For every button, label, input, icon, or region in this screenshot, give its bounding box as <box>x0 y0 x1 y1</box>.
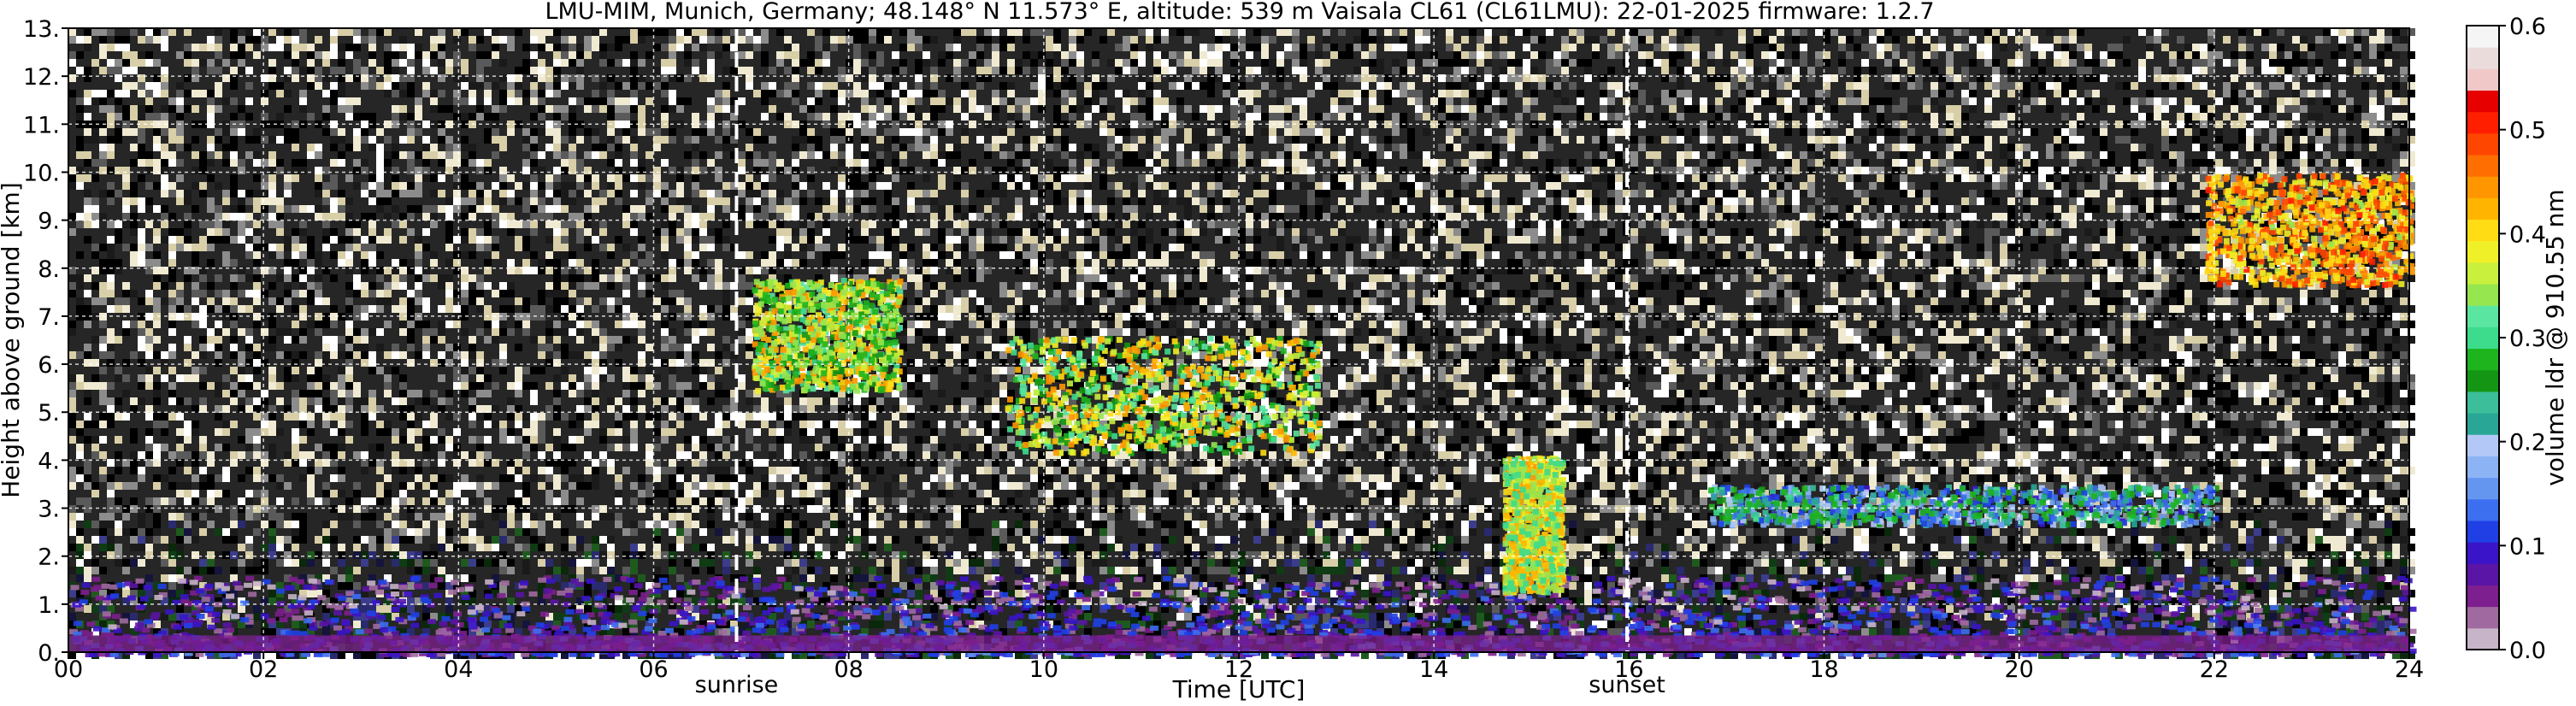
colorbar-band <box>2467 305 2499 327</box>
colorbar-tick-label: 0.4 <box>2509 221 2546 248</box>
colorbar-band <box>2467 262 2499 285</box>
feature-morning-cirrus <box>752 278 904 394</box>
colorbar-band <box>2467 111 2499 134</box>
colorbar-band <box>2467 348 2499 371</box>
colorbar-band <box>2467 391 2499 414</box>
colorbar-band <box>2467 132 2499 156</box>
feature-fall-streak <box>1502 455 1567 596</box>
y-tick-label: 13. <box>23 16 60 43</box>
colorbar-band <box>2467 26 2499 48</box>
y-axis-label: Height above ground [km] <box>0 182 25 498</box>
x-axis: 00 02 04 06 08 10 12 14 16 18 20 22 24 <box>54 652 2424 683</box>
colorbar-tick-label: 0.2 <box>2509 430 2546 456</box>
feature-layer <box>68 172 2417 657</box>
y-axis: 0. 1. 2. 3. 4. 5. 6. 7. 8. 9. 10. 11. 12. 13. <box>23 16 68 667</box>
x-tick-label: 02 <box>249 656 278 683</box>
colorbar-band <box>2467 585 2499 608</box>
colorbar-tick-label: 0.3 <box>2509 326 2546 352</box>
feature-night-cirrus <box>2204 172 2415 289</box>
colorbar-tick-label: 0.1 <box>2509 533 2546 560</box>
y-tick-label: 8. <box>38 256 60 283</box>
chart-title: LMU-MIM, Munich, Germany; 48.148° N 11.5… <box>545 0 1934 25</box>
colorbar-band <box>2467 606 2499 629</box>
y-tick-label: 9. <box>38 209 60 235</box>
x-tick-label: 04 <box>444 656 473 683</box>
x-tick-label: 20 <box>2004 656 2033 683</box>
y-tick-label: 0. <box>38 640 60 667</box>
colorbar-band <box>2467 369 2499 392</box>
colorbar: 0.0 0.1 0.2 0.3 0.4 0.5 0.6 volume ldr @ 910.5… <box>2466 14 2569 664</box>
colorbar-band <box>2467 327 2499 350</box>
marker-sunrise-label: sunrise <box>695 672 779 698</box>
colorbar-band <box>2467 434 2499 456</box>
x-tick-label: 06 <box>639 656 668 683</box>
colorbar-tick-label: 0.0 <box>2509 638 2546 664</box>
y-tick-label: 1. <box>38 592 60 619</box>
x-tick-label: 10 <box>1029 656 1058 683</box>
colorbar-bands <box>2467 26 2499 650</box>
colorbar-band <box>2467 47 2499 69</box>
colorbar-band <box>2467 456 2499 479</box>
colorbar-ticks: 0.0 0.1 0.2 0.3 0.4 0.5 0.6 <box>2499 14 2546 664</box>
y-tick-label: 2. <box>38 544 60 571</box>
feature-evening-layer <box>1707 484 2220 529</box>
colorbar-tick-label: 0.5 <box>2509 118 2546 144</box>
colorbar-band <box>2467 563 2499 585</box>
x-tick-label: 08 <box>834 656 863 683</box>
colorbar-band <box>2467 477 2499 500</box>
plot-area: sunrise sunset <box>68 27 2417 698</box>
colorbar-label: volume ldr @ 910.55 nm <box>2541 189 2569 485</box>
colorbar-band <box>2467 240 2499 263</box>
y-tick-label: 5. <box>38 400 60 427</box>
x-axis-label: Time [UTC] <box>1172 675 1306 703</box>
marker-layer: sunrise sunset <box>695 28 1665 698</box>
colorbar-band <box>2467 68 2499 91</box>
x-tick-label: 16 <box>1614 656 1643 683</box>
colorbar-band <box>2467 176 2499 198</box>
y-tick-label: 7. <box>38 304 60 331</box>
colorbar-band <box>2467 197 2499 221</box>
colorbar-band <box>2467 542 2499 564</box>
y-tick-label: 11. <box>23 112 60 138</box>
x-tick-label: 24 <box>2395 656 2424 683</box>
colorbar-band <box>2467 155 2499 177</box>
colorbar-band <box>2467 90 2499 113</box>
y-tick-label: 3. <box>38 497 60 523</box>
colorbar-band <box>2467 219 2499 242</box>
y-tick-label: 12. <box>23 64 60 91</box>
x-tick-label: 18 <box>1809 656 1838 683</box>
x-tick-label: 22 <box>2200 656 2229 683</box>
grid-layer <box>68 28 2409 652</box>
x-tick-label: 00 <box>54 656 83 683</box>
colorbar-band <box>2467 284 2499 306</box>
colorbar-band <box>2467 498 2499 521</box>
y-tick-label: 6. <box>38 352 60 379</box>
y-tick-label: 10. <box>23 160 60 186</box>
colorbar-tick-label: 0.6 <box>2509 14 2546 40</box>
y-tick-label: 4. <box>38 448 60 474</box>
colorbar-band <box>2467 520 2499 543</box>
x-tick-label: 14 <box>1419 656 1448 683</box>
x-tick-label: 12 <box>1224 656 1253 683</box>
colorbar-band <box>2467 627 2499 650</box>
colorbar-band <box>2467 413 2499 435</box>
marker-sunset-label: sunset <box>1589 672 1665 698</box>
